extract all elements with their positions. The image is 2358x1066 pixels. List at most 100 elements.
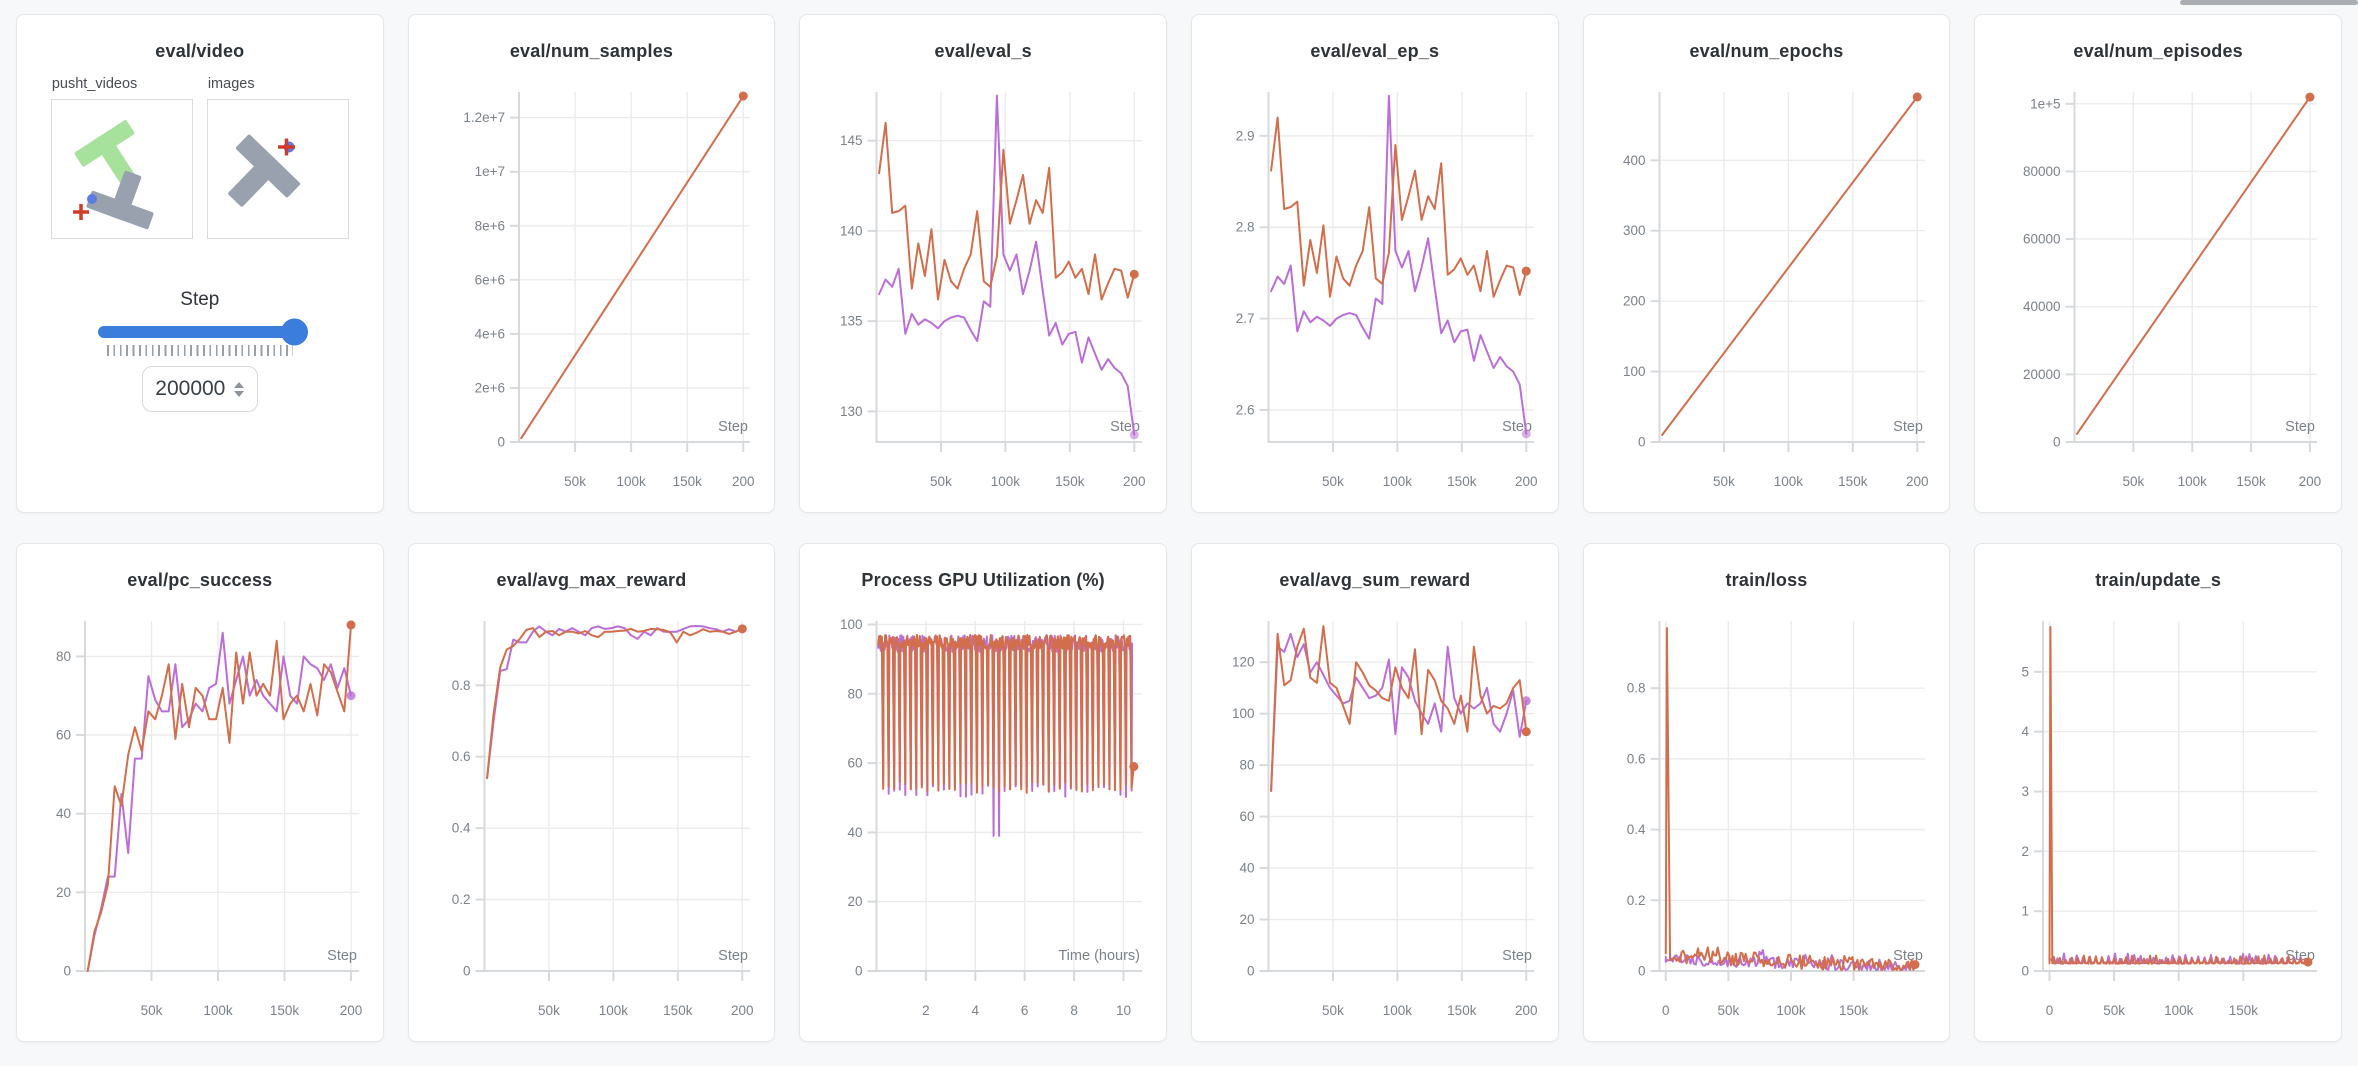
eval-avg-sum-reward-chart[interactable]: 50k 100k 150k 200 0 20 40 60 80 100 120 Step: [1204, 605, 1546, 1035]
svg-text:150k: 150k: [1447, 1003, 1477, 1018]
svg-text:200: 200: [2299, 474, 2322, 489]
svg-text:Step: Step: [327, 948, 357, 964]
svg-text:50k: 50k: [1322, 1003, 1344, 1018]
svg-text:400: 400: [1623, 153, 1646, 168]
svg-text:5: 5: [2022, 664, 2030, 679]
horizontal-scrollbar-thumb[interactable]: [2180, 0, 2358, 5]
chevron-down-icon[interactable]: [234, 390, 245, 397]
svg-text:60: 60: [848, 756, 863, 771]
svg-text:0: 0: [1662, 1003, 1670, 1018]
svg-text:0.8: 0.8: [452, 678, 471, 693]
svg-text:200: 200: [1623, 294, 1646, 309]
pusht-video-thumbnail[interactable]: [50, 99, 193, 239]
svg-text:20: 20: [1239, 912, 1254, 927]
svg-text:120: 120: [1232, 655, 1255, 670]
svg-text:0: 0: [63, 964, 71, 979]
media-pusht-videos: pusht_videos: [50, 76, 193, 239]
images-scene-image: [228, 134, 300, 207]
svg-text:60000: 60000: [2023, 232, 2061, 247]
svg-text:0: 0: [498, 435, 506, 450]
slider-tick-ruler: [106, 345, 293, 356]
images-thumbnail[interactable]: [206, 99, 349, 239]
svg-text:1e+5: 1e+5: [2030, 96, 2060, 111]
step-slider[interactable]: [97, 318, 308, 346]
svg-text:50k: 50k: [539, 1003, 561, 1018]
stepper-icon[interactable]: [234, 381, 245, 397]
svg-text:2.9: 2.9: [1236, 128, 1255, 143]
svg-text:300: 300: [1623, 223, 1646, 238]
panel-eval-eval-s: eval/eval_s 50k 100k 150k 200 130 135 140 145 St…: [799, 14, 1167, 513]
svg-text:40: 40: [848, 825, 863, 840]
svg-text:100k: 100k: [1383, 1003, 1413, 1018]
svg-text:4e+6: 4e+6: [475, 326, 505, 341]
svg-text:0.4: 0.4: [1627, 822, 1646, 837]
svg-text:150k: 150k: [1839, 1003, 1869, 1018]
panel-eval-pc-success: eval/pc_success 50k 100k 150k 200 0 20 40 60 80 S…: [16, 543, 384, 1042]
svg-text:6: 6: [1021, 1003, 1029, 1018]
svg-text:2.8: 2.8: [1236, 220, 1255, 235]
panel-eval-num-epochs: eval/num_epochs 50k 100k 150k 200 0 100 200 300…: [1582, 14, 1951, 513]
chevron-up-icon[interactable]: [234, 381, 245, 388]
svg-text:80000: 80000: [2023, 164, 2061, 179]
svg-text:80: 80: [1239, 758, 1254, 773]
eval-num-episodes-chart[interactable]: 50k 100k 150k 200 0 20000 40000 60000 80000 1e+5 S…: [1987, 76, 2329, 506]
svg-text:8: 8: [1070, 1003, 1078, 1018]
svg-text:200: 200: [1515, 474, 1538, 489]
svg-text:100k: 100k: [991, 474, 1021, 489]
svg-text:130: 130: [840, 404, 863, 419]
svg-text:3: 3: [2022, 784, 2030, 799]
svg-text:50k: 50k: [930, 474, 952, 489]
panel-title: eval/num_episodes: [2073, 41, 2243, 61]
svg-text:200: 200: [340, 1003, 363, 1018]
pusht-scene-image: [72, 120, 154, 230]
svg-text:200: 200: [1123, 474, 1146, 489]
svg-text:100k: 100k: [2164, 1003, 2194, 1018]
panel-process-gpu-utilization: Process GPU Utilization (%) 2 4 6 8 10 0 20 40 6…: [799, 543, 1167, 1042]
svg-text:200: 200: [732, 474, 755, 489]
svg-text:0: 0: [1247, 964, 1255, 979]
panel-title: eval/avg_max_reward: [496, 570, 687, 590]
panel-eval-avg-max-reward: eval/avg_max_reward 50k 100k 150k 200 0 0.2 0.…: [407, 543, 776, 1042]
svg-text:0.4: 0.4: [452, 821, 471, 836]
train-loss-chart[interactable]: 0 50k 100k 150k 0 0.2 0.4 0.6 0.8 Step: [1595, 605, 1937, 1035]
svg-text:200: 200: [731, 1003, 754, 1018]
media-label: pusht_videos: [51, 76, 138, 92]
svg-text:Step: Step: [1894, 948, 1924, 964]
panel-title: eval/avg_sum_reward: [1279, 570, 1471, 590]
panel-train-update-s: train/update_s 0 50k 100k 150k 0 1 2 3 4 5 Step: [1974, 543, 2342, 1042]
svg-text:20: 20: [56, 885, 71, 900]
step-input-value[interactable]: 200000: [155, 377, 226, 400]
svg-text:2e+6: 2e+6: [475, 380, 505, 395]
eval-num-samples-chart[interactable]: 50k 100k 150k 200 0 2e+6 4e+6 6e+6 8e+6 1e+7 1.2e+…: [420, 76, 762, 506]
svg-text:150k: 150k: [2237, 474, 2267, 489]
svg-text:Step: Step: [719, 419, 749, 435]
svg-text:0: 0: [855, 964, 863, 979]
svg-text:50k: 50k: [2123, 474, 2145, 489]
eval-num-epochs-chart[interactable]: 50k 100k 150k 200 0 100 200 300 400 Step: [1595, 76, 1937, 506]
svg-text:Step: Step: [719, 948, 749, 964]
svg-text:Step: Step: [2285, 419, 2315, 435]
svg-text:0: 0: [1638, 435, 1646, 450]
eval-pc-success-chart[interactable]: 50k 100k 150k 200 0 20 40 60 80 Step: [29, 605, 371, 1035]
svg-text:100k: 100k: [599, 1003, 629, 1018]
eval-avg-max-reward-chart[interactable]: 50k 100k 150k 200 0 0.2 0.4 0.6 0.8 Step: [420, 605, 762, 1035]
panel-title: eval/eval_ep_s: [1310, 41, 1440, 61]
svg-text:100k: 100k: [1777, 1003, 1807, 1018]
svg-text:2.6: 2.6: [1236, 403, 1255, 418]
svg-text:150k: 150k: [270, 1003, 300, 1018]
svg-text:20000: 20000: [2023, 367, 2061, 382]
svg-text:8e+6: 8e+6: [475, 218, 505, 233]
svg-text:2: 2: [2022, 844, 2030, 859]
slider-track[interactable]: [97, 326, 302, 338]
svg-text:0: 0: [1638, 964, 1646, 979]
svg-text:1.2e+7: 1.2e+7: [464, 110, 506, 125]
svg-text:100k: 100k: [1383, 474, 1413, 489]
slider-thumb[interactable]: [280, 318, 308, 346]
step-input[interactable]: 200000: [141, 366, 258, 412]
panel-eval-num-episodes: eval/num_episodes 50k 100k 150k 200 0 20000 40…: [1974, 14, 2342, 513]
svg-text:Step: Step: [1894, 419, 1924, 435]
